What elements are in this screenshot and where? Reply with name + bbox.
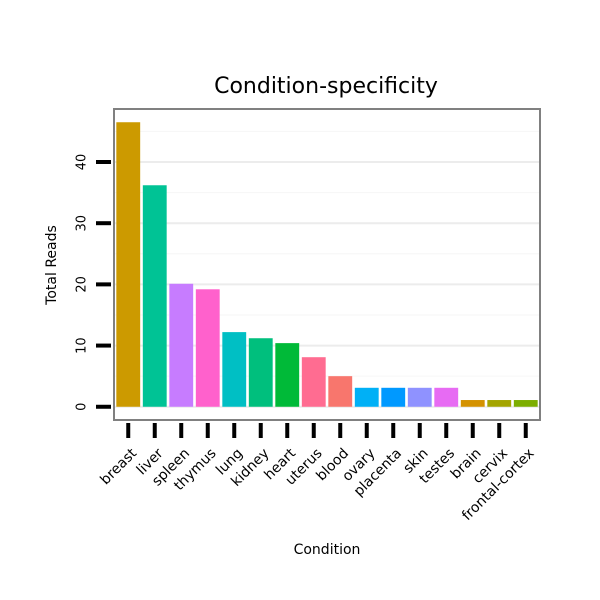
y-tick-label: 40 (75, 154, 90, 171)
y-tick-label: 20 (75, 276, 90, 293)
y-tick-label: 0 (75, 403, 90, 411)
bar-frontal-cortex (513, 400, 538, 407)
bar-cervix (487, 400, 512, 407)
bar-ovary (354, 387, 379, 407)
bar-spleen (169, 283, 194, 407)
y-axis: 0 10 20 30 40 (75, 154, 111, 411)
bar-testes (434, 387, 459, 407)
bar-thymus (195, 289, 220, 407)
bar-skin (407, 387, 432, 407)
bar-placenta (381, 387, 406, 407)
bars (116, 122, 538, 407)
bar-liver (142, 185, 167, 407)
bar-kidney (248, 338, 273, 407)
y-tick-label: 30 (75, 215, 90, 232)
x-axis-label: Condition (294, 542, 361, 558)
bar-uterus (301, 357, 326, 407)
bar-brain (460, 400, 485, 407)
bar-blood (328, 376, 353, 407)
y-tick-label: 10 (75, 337, 90, 354)
plot-frame (113, 108, 541, 421)
bar-breast (116, 122, 141, 407)
y-axis-label: Total Reads (44, 225, 60, 306)
bar-heart (275, 343, 300, 407)
chart-title: Condition-specificity (214, 74, 438, 99)
x-axis: breastliverspleenthymuslungkidneyheartut… (97, 423, 538, 524)
bar-lung (222, 332, 247, 407)
